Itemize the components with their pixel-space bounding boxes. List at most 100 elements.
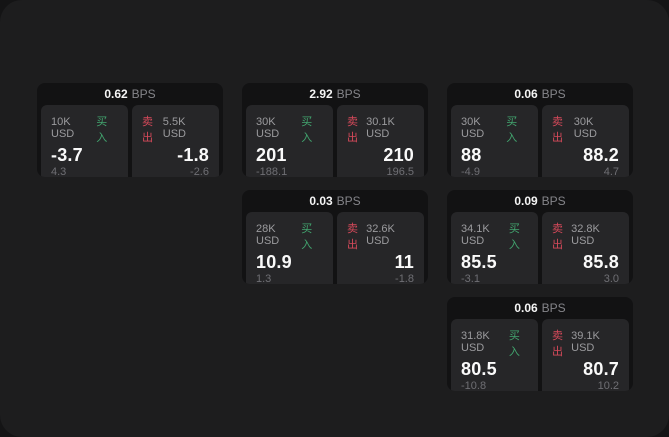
- buy-delta: 4.3: [51, 166, 67, 177]
- sell-panel[interactable]: 卖出 32.6K USD 11 -1.8: [337, 212, 424, 284]
- sell-panel[interactable]: 卖出 39.1K USD 80.7 10.2: [542, 319, 629, 391]
- buy-panel[interactable]: 28K USD 买入 10.9 1.3: [246, 212, 333, 284]
- buy-notional: 30K USD: [256, 116, 280, 140]
- sell-delta: 3.0: [603, 273, 619, 284]
- sell-panel[interactable]: 卖出 32.8K USD 85.8 3.0: [542, 212, 629, 284]
- sell-side-label: 卖出: [552, 116, 563, 144]
- quote-card: 0.03 BPS 28K USD 买入 10.9 1.3 卖出 32.6K US…: [242, 190, 428, 284]
- quote-cards-grid: 0.62 BPS 10K USD 买入 -3.7 4.3 卖出 5.5K USD: [37, 83, 633, 391]
- buy-top-row: 34.1K USD 买入: [461, 220, 528, 252]
- sell-notional: 39.1K USD: [571, 330, 600, 354]
- buy-side-label: 买入: [301, 223, 313, 251]
- bps-unit-label: BPS: [541, 87, 566, 101]
- bps-value: 0.06: [514, 301, 538, 315]
- sell-delta: 196.5: [386, 166, 414, 177]
- sell-notional: 30K USD: [573, 116, 597, 140]
- sell-notional: 30.1K USD: [366, 116, 395, 140]
- bps-header: 0.06 BPS: [447, 83, 633, 105]
- bps-value: 0.09: [514, 194, 538, 208]
- buy-delta: -3.1: [461, 273, 480, 284]
- buy-side-label: 买入: [301, 116, 313, 144]
- sell-delta: -1.8: [395, 273, 414, 284]
- bps-value: 0.62: [104, 87, 128, 101]
- sell-delta: -2.6: [190, 166, 209, 177]
- sell-side-label: 卖出: [142, 116, 153, 144]
- sell-panel[interactable]: 卖出 30K USD 88.2 4.7: [542, 105, 629, 177]
- bps-unit-label: BPS: [336, 194, 361, 208]
- sell-price: -1.8: [177, 145, 209, 165]
- sell-delta: 4.7: [603, 166, 619, 177]
- buy-side-label: 买入: [508, 330, 520, 358]
- buy-top-row: 30K USD 买入: [461, 113, 528, 145]
- quote-card: 0.06 BPS 31.8K USD 买入 80.5 -10.8 卖出 39.1…: [447, 297, 633, 391]
- bps-unit-label: BPS: [336, 87, 361, 101]
- sell-price: 88.2: [583, 145, 619, 165]
- quote-card: 0.09 BPS 34.1K USD 买入 85.5 -3.1 卖出 32.8K…: [447, 190, 633, 284]
- bps-value: 0.03: [309, 194, 333, 208]
- quote-card: 0.06 BPS 30K USD 买入 88 -4.9 卖出 30K USD: [447, 83, 633, 177]
- sell-price: 210: [383, 145, 414, 165]
- quote-body: 30K USD 买入 88 -4.9 卖出 30K USD 88.2 4.7: [447, 105, 633, 177]
- buy-side-label: 买入: [508, 223, 520, 251]
- buy-notional: 28K USD: [256, 223, 280, 247]
- sell-notional: 5.5K USD: [162, 116, 187, 140]
- sell-price: 80.7: [583, 359, 619, 379]
- buy-delta: 1.3: [256, 273, 272, 284]
- buy-panel[interactable]: 30K USD 买入 201 -188.1: [246, 105, 333, 177]
- bps-unit-label: BPS: [541, 301, 566, 315]
- sell-side-label: 卖出: [552, 330, 563, 358]
- quote-body: 34.1K USD 买入 85.5 -3.1 卖出 32.8K USD 85.8…: [447, 212, 633, 284]
- bps-header: 0.09 BPS: [447, 190, 633, 212]
- buy-panel[interactable]: 30K USD 买入 88 -4.9: [451, 105, 538, 177]
- buy-price: 201: [256, 145, 287, 165]
- buy-price: 80.5: [461, 359, 497, 379]
- buy-top-row: 10K USD 买入: [51, 113, 118, 145]
- buy-price: 88: [461, 145, 482, 165]
- buy-top-row: 28K USD 买入: [256, 220, 323, 252]
- buy-top-row: 31.8K USD 买入: [461, 327, 528, 359]
- sell-side-label: 卖出: [347, 116, 358, 144]
- buy-price: 10.9: [256, 252, 292, 272]
- buy-notional: 30K USD: [461, 116, 485, 140]
- buy-side-label: 买入: [506, 116, 518, 144]
- buy-panel[interactable]: 10K USD 买入 -3.7 4.3: [41, 105, 128, 177]
- sell-side-label: 卖出: [347, 223, 358, 251]
- sell-top-row: 卖出 30K USD: [552, 113, 619, 145]
- buy-delta: -10.8: [461, 380, 487, 391]
- quote-body: 31.8K USD 买入 80.5 -10.8 卖出 39.1K USD 80.…: [447, 319, 633, 391]
- buy-top-row: 30K USD 买入: [256, 113, 323, 145]
- buy-notional: 34.1K USD: [461, 223, 490, 247]
- sell-top-row: 卖出 32.6K USD: [347, 220, 414, 252]
- buy-panel[interactable]: 34.1K USD 买入 85.5 -3.1: [451, 212, 538, 284]
- bps-header: 2.92 BPS: [242, 83, 428, 105]
- bps-value: 0.06: [514, 87, 538, 101]
- buy-panel[interactable]: 31.8K USD 买入 80.5 -10.8: [451, 319, 538, 391]
- buy-price: 85.5: [461, 252, 497, 272]
- quote-card: 2.92 BPS 30K USD 买入 201 -188.1 卖出 30.1K …: [242, 83, 428, 177]
- bps-unit-label: BPS: [131, 87, 156, 101]
- sell-notional: 32.6K USD: [366, 223, 395, 247]
- sell-delta: 10.2: [597, 380, 619, 391]
- quote-body: 28K USD 买入 10.9 1.3 卖出 32.6K USD 11 -1.8: [242, 212, 428, 284]
- sell-panel[interactable]: 卖出 30.1K USD 210 196.5: [337, 105, 424, 177]
- buy-price: -3.7: [51, 145, 83, 165]
- sell-price: 85.8: [583, 252, 619, 272]
- quote-body: 30K USD 买入 201 -188.1 卖出 30.1K USD 210 1…: [242, 105, 428, 177]
- buy-notional: 31.8K USD: [461, 330, 490, 354]
- bps-value: 2.92: [309, 87, 333, 101]
- buy-notional: 10K USD: [51, 116, 75, 140]
- sell-price: 11: [394, 252, 414, 272]
- quote-body: 10K USD 买入 -3.7 4.3 卖出 5.5K USD -1.8 -2.…: [37, 105, 223, 177]
- bps-unit-label: BPS: [541, 194, 566, 208]
- sell-panel[interactable]: 卖出 5.5K USD -1.8 -2.6: [132, 105, 219, 177]
- sell-top-row: 卖出 5.5K USD: [142, 113, 209, 145]
- sell-notional: 32.8K USD: [571, 223, 600, 247]
- buy-delta: -4.9: [461, 166, 480, 177]
- bps-header: 0.06 BPS: [447, 297, 633, 319]
- buy-side-label: 买入: [96, 116, 108, 144]
- buy-delta: -188.1: [256, 166, 288, 177]
- bps-header: 0.03 BPS: [242, 190, 428, 212]
- bps-header: 0.62 BPS: [37, 83, 223, 105]
- sell-top-row: 卖出 39.1K USD: [552, 327, 619, 359]
